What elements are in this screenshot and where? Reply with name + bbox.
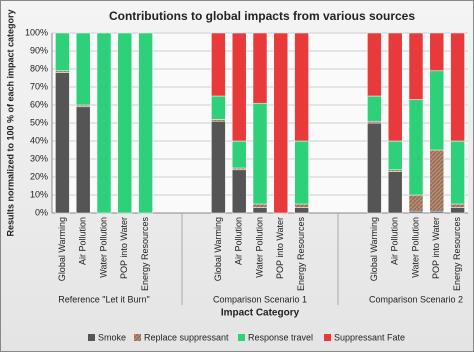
bar-segment — [75, 32, 91, 106]
group-label: Comparison Scenario 1 — [213, 294, 307, 304]
bar-segment — [408, 194, 424, 212]
bar-segment — [252, 32, 268, 104]
x-tick-label: Global Warming — [369, 217, 379, 281]
y-tick-label: 100% — [25, 27, 48, 37]
group-label: Reference "Let it Burn" — [58, 294, 149, 304]
bar-segment — [450, 207, 465, 214]
bar-segment — [211, 95, 226, 120]
bar-segment — [294, 203, 309, 208]
y-tick-label: 10% — [30, 189, 48, 199]
bar-segment — [252, 207, 268, 214]
bar-segment — [138, 32, 153, 214]
x-tick-label: Air Pollution — [234, 217, 244, 265]
bar-segment — [75, 104, 91, 108]
bar-segment — [211, 32, 226, 97]
bar-segment — [408, 99, 424, 196]
x-tick-label: POP into Water — [119, 217, 129, 279]
bar-segment — [367, 120, 382, 124]
x-tick-label: Energy Resources — [140, 217, 150, 292]
bar-segment — [55, 32, 70, 72]
y-tick-label: 80% — [30, 63, 48, 73]
legend-label: Smoke — [98, 332, 126, 342]
x-tick-label: Energy Resources — [452, 217, 462, 292]
x-tick-label: Air Pollution — [390, 217, 400, 265]
bar-segment — [294, 140, 309, 205]
group-label: Comparison Scenario 2 — [369, 294, 463, 304]
bar-segment — [429, 70, 445, 151]
bar-segment — [429, 210, 445, 214]
bar-segment — [387, 171, 403, 214]
bar-segment — [294, 32, 309, 142]
bar-segment — [252, 102, 268, 205]
bar-segment — [231, 32, 247, 142]
bar-segment — [294, 207, 309, 214]
bar-segment — [429, 32, 445, 72]
chart-title: Contributions to global impacts from var… — [109, 9, 415, 23]
bar-segment — [252, 203, 268, 208]
bar-segment — [408, 210, 424, 214]
legend-label: Replace suppressant — [144, 332, 229, 342]
x-tick-label: Water Pollution — [254, 217, 264, 278]
legend-swatch — [88, 334, 95, 341]
bar-segment — [387, 140, 403, 171]
y-tick-label: 60% — [30, 99, 48, 109]
y-tick-label: 20% — [30, 171, 48, 181]
bar-segment — [55, 70, 70, 73]
bar-segment — [367, 122, 382, 214]
x-tick-label: Global Warming — [213, 217, 223, 281]
bar-segment — [211, 120, 226, 214]
bar-segment — [450, 140, 465, 205]
y-tick-label: 40% — [30, 135, 48, 145]
bar-segment — [231, 167, 247, 171]
bar-segment — [429, 149, 445, 212]
x-tick-label: POP into Water — [275, 217, 285, 279]
legend-swatch — [238, 334, 245, 341]
y-tick-label: 50% — [30, 117, 48, 127]
x-tick-label: POP into Water — [431, 217, 441, 279]
legend-swatch — [134, 334, 141, 341]
bar-segment — [55, 72, 70, 214]
bar-segment — [387, 169, 403, 172]
bar-segment — [450, 32, 465, 142]
x-axis-title: Impact Category — [221, 308, 300, 319]
x-tick-label: Water Pollution — [98, 217, 108, 278]
bar-segment — [211, 119, 226, 122]
bar-segment — [231, 169, 247, 214]
bar-segment — [117, 32, 133, 214]
y-axis-title: Results normalized to 100 % of each impa… — [5, 9, 15, 236]
legend-label: Suppressant Fate — [334, 332, 405, 342]
bar-segment — [231, 140, 247, 169]
y-tick-label: 70% — [30, 81, 48, 91]
legend-label: Response travel — [248, 332, 313, 342]
bar-segment — [367, 95, 382, 122]
x-tick-label: Air Pollution — [78, 217, 88, 265]
bar-segment — [273, 32, 289, 214]
bar-segment — [408, 32, 424, 100]
bar-segment — [450, 203, 465, 208]
y-tick-label: 90% — [30, 45, 48, 55]
y-tick-label: 30% — [30, 153, 48, 163]
bar-segment — [96, 32, 112, 214]
legend-swatch — [324, 334, 331, 341]
x-tick-label: Global Warming — [57, 217, 67, 281]
y-tick-label: 0% — [35, 207, 48, 217]
x-tick-label: Water Pollution — [410, 217, 420, 278]
bar-segment — [387, 32, 403, 142]
bar-segment — [367, 32, 382, 97]
x-tick-label: Energy Resources — [296, 217, 306, 292]
bar-segment — [75, 106, 91, 214]
